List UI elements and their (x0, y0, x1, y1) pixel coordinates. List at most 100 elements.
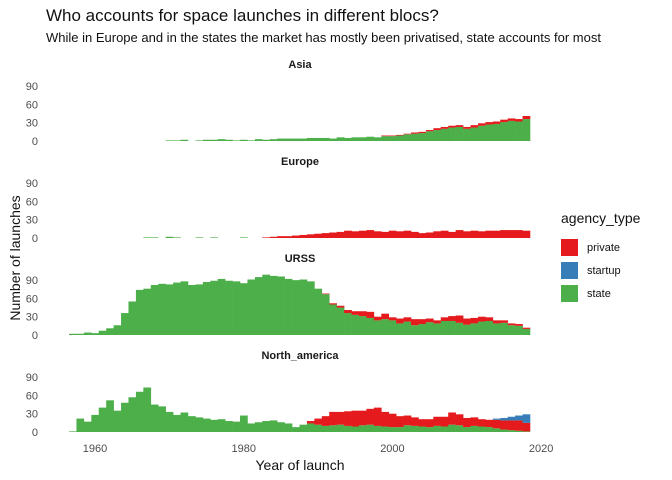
bar-private (507, 230, 516, 238)
bar-state (292, 138, 300, 141)
bar-state (292, 280, 300, 335)
bar-state (158, 283, 166, 335)
bar-state (165, 284, 174, 335)
bar-state (396, 323, 404, 335)
bar-state (106, 400, 114, 432)
bar-state (240, 415, 248, 432)
bar-state (448, 320, 456, 335)
y-tick-label: 30 (26, 215, 38, 227)
y-tick-label: 60 (26, 196, 38, 208)
legend-label-startup: startup (587, 264, 621, 277)
bar-state (515, 325, 523, 335)
bar-state (173, 237, 181, 238)
bar-private (396, 134, 404, 136)
bar-state (463, 128, 471, 141)
bar-private (388, 135, 397, 137)
bar-state (277, 422, 285, 432)
bar-private (314, 418, 323, 425)
bar-state (344, 313, 352, 335)
bar-private (463, 417, 471, 428)
bar-state (440, 426, 449, 432)
bar-state (128, 301, 137, 335)
bar-private (522, 327, 531, 329)
bar-private (507, 323, 516, 326)
bar-state (388, 320, 397, 335)
bar-state (329, 304, 337, 335)
bar-state (381, 426, 390, 432)
bar-private (477, 231, 486, 238)
bar-private (448, 231, 456, 238)
bar-state (277, 138, 285, 141)
bar-state (351, 314, 360, 335)
bar-state (411, 325, 419, 335)
bar-state (240, 237, 248, 238)
bar-private (425, 318, 434, 323)
bar-state (247, 423, 256, 432)
bar-state (232, 421, 241, 432)
legend-item-state: state (561, 282, 640, 305)
bar-private (500, 119, 508, 123)
facet-urss: URSS 0 30 60 90 (26, 253, 531, 342)
bar-private (403, 415, 412, 426)
bar-state (470, 425, 479, 432)
bar-private (411, 417, 419, 426)
bar-state (366, 424, 375, 432)
bar-private (440, 317, 449, 321)
bar-state (165, 236, 174, 238)
bar-state (210, 419, 219, 432)
bar-state (366, 136, 375, 141)
bar-state (351, 426, 360, 432)
bar-private (448, 316, 456, 321)
bar-state (455, 126, 464, 141)
bar-state (358, 425, 367, 432)
y-tick-label: 90 (26, 275, 38, 287)
bar-private (515, 420, 523, 431)
bar-state (522, 119, 531, 141)
bar-state (254, 422, 263, 432)
bar-state (195, 237, 204, 238)
bar-private (269, 236, 278, 238)
bar-state (477, 125, 486, 141)
bar-state (477, 426, 486, 432)
bar-state (121, 402, 129, 432)
bar-state (321, 294, 330, 335)
facet-asia: Asia 0 30 60 90 (26, 59, 531, 148)
bar-state (225, 280, 233, 335)
bar-state (418, 426, 427, 432)
bar-state (187, 416, 196, 432)
y-tick-label: 30 (26, 409, 38, 421)
bar-state (500, 429, 508, 432)
bar-private (492, 419, 501, 429)
bar-state (195, 417, 204, 432)
bar-private (425, 130, 434, 132)
bar-private (358, 311, 367, 317)
legend-key-private (561, 239, 578, 256)
bar-private (381, 313, 390, 320)
bar-state (210, 139, 219, 141)
x-tick-label: 2000 (380, 443, 404, 455)
bar-state (500, 122, 508, 141)
bar-private (485, 317, 494, 321)
bar-state (492, 323, 501, 335)
bar-private (463, 231, 471, 238)
bar-private (433, 320, 442, 324)
bar-state (106, 328, 114, 335)
bar-state (425, 131, 434, 141)
bar-private (470, 317, 479, 324)
bar-private (433, 416, 442, 426)
y-tick-label: 30 (26, 118, 38, 130)
bar-private (306, 234, 315, 238)
bar-private (403, 133, 412, 135)
bar-private (485, 122, 494, 125)
bar-private (351, 231, 360, 238)
bar-private (284, 236, 293, 238)
bar-state (373, 320, 382, 335)
bar-state (507, 430, 516, 432)
bar-private (366, 408, 375, 425)
y-tick-label: 0 (32, 233, 38, 245)
bar-private (411, 319, 419, 326)
bar-state (411, 133, 419, 141)
bar-state (202, 418, 211, 432)
bar-private (522, 116, 531, 120)
bar-state (173, 414, 181, 432)
